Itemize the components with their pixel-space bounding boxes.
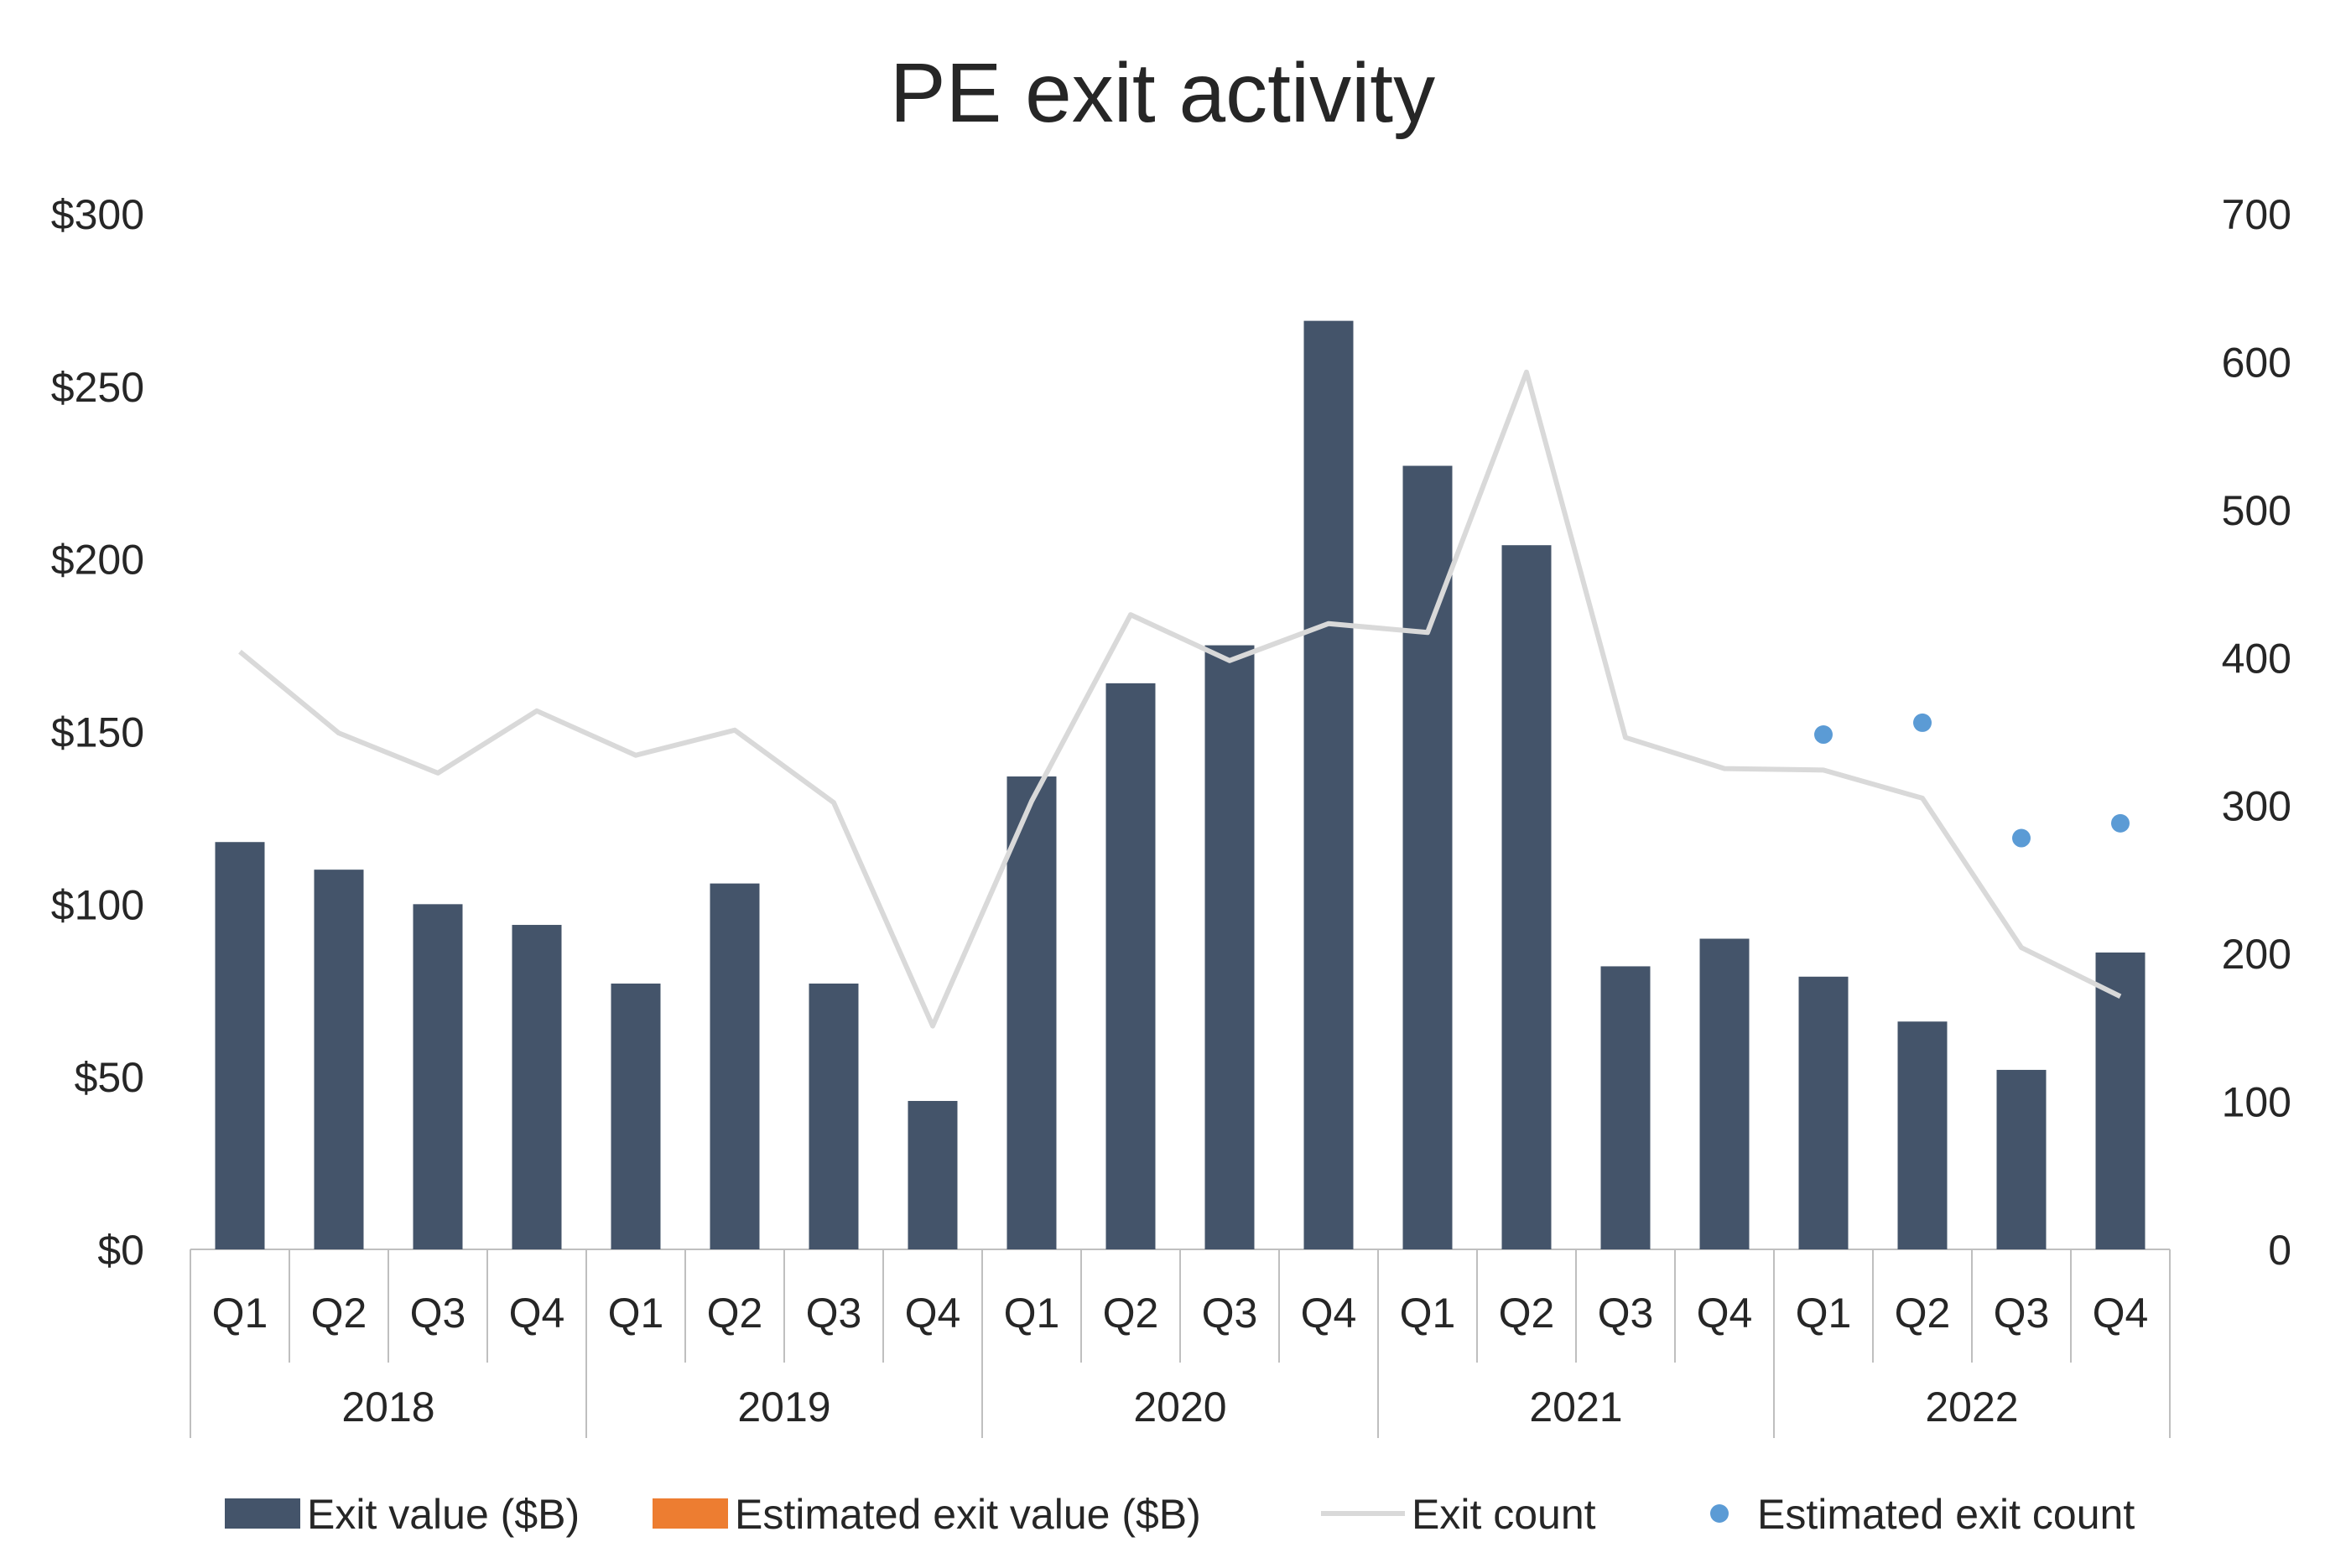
y-right-tick-label: 500 <box>2222 487 2291 534</box>
y-right-tick-label: 300 <box>2222 783 2291 830</box>
quarter-label: Q1 <box>212 1290 268 1337</box>
exit-value-bar <box>1699 938 1750 1249</box>
quarter-label: Q4 <box>1697 1290 1753 1337</box>
estimated-exit-count-point <box>2012 828 2031 848</box>
legend-item: Estimated exit count <box>1710 1491 2135 1538</box>
line-layer <box>238 369 2122 1029</box>
y-right-tick-label: 700 <box>2222 191 2291 238</box>
exit-value-bar <box>413 904 463 1249</box>
y-right-tick-label: 600 <box>2222 339 2291 386</box>
quarter-label: Q3 <box>806 1290 862 1337</box>
quarter-label: Q1 <box>1796 1290 1852 1337</box>
exit-value-bar <box>1600 966 1651 1249</box>
quarter-label: Q1 <box>1400 1290 1456 1337</box>
legend-label: Estimated exit count <box>1757 1491 2135 1538</box>
legend-swatch <box>653 1498 728 1529</box>
year-label: 2022 <box>1925 1384 2018 1430</box>
exit-value-bar <box>2095 952 2146 1249</box>
bars-layer <box>215 320 2146 1249</box>
quarter-label: Q2 <box>311 1290 367 1337</box>
y-left-tick-label: $300 <box>51 191 144 238</box>
legend-label: Exit value ($B) <box>307 1491 580 1538</box>
exit-value-bar <box>1204 645 1255 1249</box>
legend-label: Exit count <box>1412 1491 1596 1538</box>
exit-value-bar <box>314 870 364 1249</box>
quarter-label: Q3 <box>1202 1290 1258 1337</box>
legend-swatch <box>1710 1504 1729 1523</box>
quarter-label: Q3 <box>1598 1290 1654 1337</box>
quarter-label: Q1 <box>608 1290 664 1337</box>
quarter-label: Q2 <box>707 1290 763 1337</box>
year-label: 2018 <box>341 1384 434 1430</box>
exit-value-bar <box>710 883 760 1249</box>
legend-item: Exit value ($B) <box>225 1491 580 1538</box>
quarter-label: Q4 <box>905 1290 961 1337</box>
y-right-tick-label: 100 <box>2222 1079 2291 1126</box>
quarter-label: Q4 <box>509 1290 565 1337</box>
y-left-tick-label: $250 <box>51 364 144 411</box>
exit-value-bar <box>1303 320 1354 1249</box>
exit-value-bar <box>1798 976 1849 1249</box>
estimated-exit-count-point <box>1913 713 1932 732</box>
exit-value-bar <box>1105 683 1156 1249</box>
legend-item: Estimated exit value ($B) <box>653 1491 1201 1538</box>
axes-layer: $0 $50 $100 $150 $200 $250 $300 0 100 200 300 400 50… <box>51 191 2291 1438</box>
exit-value-bar <box>809 984 859 1249</box>
y-left-tick-label: $0 <box>97 1227 144 1274</box>
exit-value-bar <box>512 925 562 1249</box>
exit-value-bar <box>1897 1021 1948 1249</box>
y-left-tick-label: $100 <box>51 881 144 928</box>
estimated-exit-count-point <box>2111 813 2130 833</box>
legend: Exit value ($B) Estimated exit value ($B)… <box>225 1491 2135 1538</box>
legend-item: Exit count <box>1321 1491 1596 1538</box>
exit-value-bar <box>1996 1069 2047 1249</box>
exit-value-bar <box>1501 545 1552 1249</box>
exit-value-bar <box>215 842 265 1249</box>
year-label: 2021 <box>1529 1384 1622 1430</box>
y-left-tick-label: $200 <box>51 537 144 584</box>
quarter-label: Q1 <box>1004 1290 1060 1337</box>
y-left-tick-label: $50 <box>75 1054 144 1101</box>
quarter-label: Q3 <box>410 1290 466 1337</box>
y-left-tick-label: $150 <box>51 709 144 756</box>
y-right-tick-label: 400 <box>2222 635 2291 682</box>
legend-label: Estimated exit value ($B) <box>735 1491 1201 1538</box>
year-label: 2019 <box>737 1384 830 1430</box>
quarter-label: Q4 <box>2093 1290 2149 1337</box>
legend-swatch <box>225 1498 300 1529</box>
estimated-exit-count-point <box>1814 725 1833 745</box>
quarter-label: Q2 <box>1895 1290 1951 1337</box>
quarter-label: Q4 <box>1301 1290 1357 1337</box>
exit-count-line <box>238 369 2122 1029</box>
quarter-label: Q3 <box>1994 1290 2050 1337</box>
year-label: 2020 <box>1133 1384 1226 1430</box>
points-layer <box>1814 713 2130 848</box>
y-right-tick-label: 200 <box>2222 931 2291 978</box>
exit-value-bar <box>611 984 661 1249</box>
exit-value-bar <box>1006 776 1057 1249</box>
y-right-tick-label: 0 <box>2268 1227 2291 1274</box>
quarter-label: Q2 <box>1499 1290 1555 1337</box>
quarter-label: Q2 <box>1103 1290 1159 1337</box>
exit-value-bar <box>908 1100 958 1249</box>
chart-title: PE exit activity <box>890 46 1435 140</box>
exit-value-bar <box>1402 465 1453 1249</box>
